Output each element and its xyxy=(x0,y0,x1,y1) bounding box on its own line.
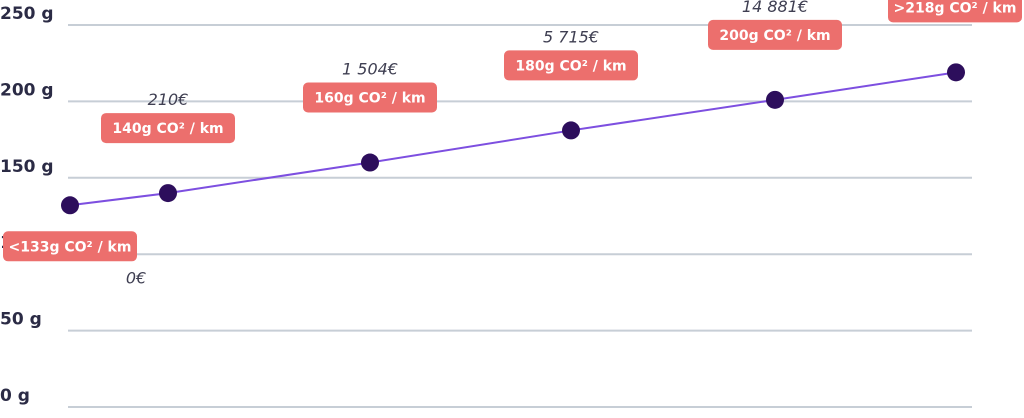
price-label: 0€ xyxy=(126,268,146,287)
emissions-badge-label: 160g CO² / km xyxy=(314,91,425,107)
point-badge: <133g CO² / km xyxy=(3,231,137,262)
badge-background xyxy=(504,50,638,81)
point-badge: 180g CO² / km xyxy=(504,50,638,81)
badge-background xyxy=(888,0,1022,23)
y-tick-label: 150 g xyxy=(0,157,54,177)
data-point xyxy=(766,90,784,109)
price-label: 5 715€ xyxy=(543,27,599,46)
point-labels: <133g CO² / km 0€ 140g CO² / km 210€ 160g CO… xyxy=(3,0,1022,287)
data-point xyxy=(562,121,580,140)
price-label: 1 504€ xyxy=(342,60,398,79)
y-tick-label: 200 g xyxy=(0,80,54,100)
price-label: 210€ xyxy=(148,90,189,109)
grid-lines xyxy=(68,24,972,408)
emissions-badge-label: >218g CO² / km xyxy=(894,0,1017,16)
badge-background xyxy=(3,231,137,262)
data-point xyxy=(361,153,379,172)
point-badge: 140g CO² / km xyxy=(101,113,235,144)
series-line xyxy=(69,71,957,207)
price-label: 14 881€ xyxy=(742,0,808,16)
emissions-badge-label: 140g CO² / km xyxy=(112,121,223,137)
emissions-badge-label: 180g CO² / km xyxy=(515,58,626,74)
data-point xyxy=(159,184,177,203)
badge-background xyxy=(708,19,842,50)
y-tick-label: 0 g xyxy=(0,386,30,406)
y-tick-label: 250 g xyxy=(0,4,54,24)
emissions-badge-label: 200g CO² / km xyxy=(719,28,830,44)
data-point xyxy=(947,63,965,82)
data-point xyxy=(61,196,79,215)
badge-background xyxy=(303,82,437,113)
y-tick-label: 50 g xyxy=(0,310,42,330)
point-badge: >218g CO² / km xyxy=(888,0,1022,23)
emissions-series xyxy=(61,63,965,215)
badge-background xyxy=(101,113,235,144)
emissions-badge-label: <133g CO² / km xyxy=(9,239,132,255)
point-badge: 160g CO² / km xyxy=(303,82,437,113)
point-badge: 200g CO² / km xyxy=(708,19,842,50)
